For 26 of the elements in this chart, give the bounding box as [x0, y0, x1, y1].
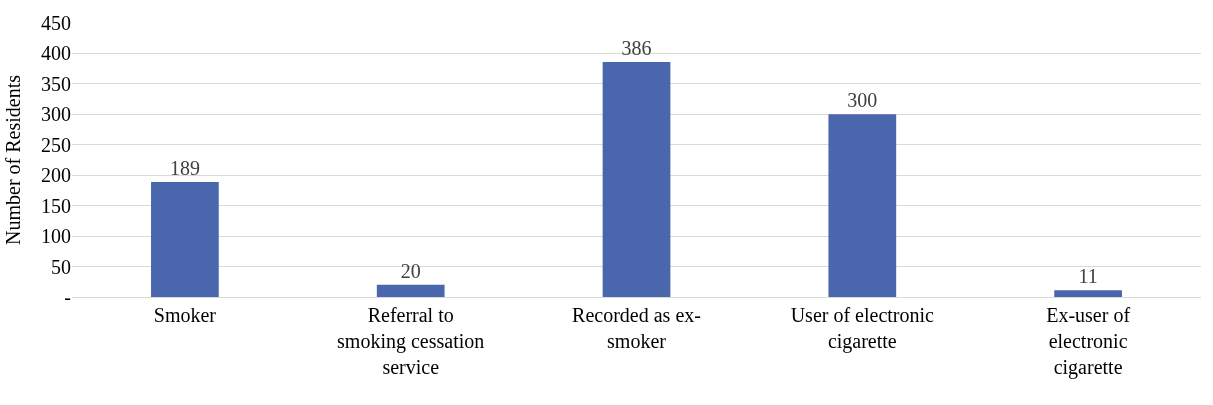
data-label: 189 [169, 156, 200, 179]
x-tick-label: Recorded as ex-smoker [572, 304, 701, 352]
x-tick-label: User of electronic cigarette [790, 304, 935, 353]
y-tick-label: 450 [41, 12, 71, 34]
y-tick-label: 100 [41, 225, 71, 248]
bar [602, 61, 671, 297]
data-label: 20 [400, 259, 421, 282]
y-tick-label: 50 [51, 255, 71, 278]
y-tick-label: 300 [41, 103, 71, 126]
bar [376, 284, 445, 297]
y-tick-label: 350 [41, 72, 71, 95]
data-label: 11 [1078, 265, 1098, 288]
x-tick-label: Referral to smoking cessation service [337, 304, 485, 378]
bar [151, 181, 219, 297]
x-tick-label: Smoker [153, 304, 217, 326]
bar [828, 114, 897, 297]
data-label: 386 [621, 36, 652, 59]
y-tick-label: - [64, 286, 71, 308]
y-tick-label: 200 [41, 164, 71, 187]
y-axis-title: Number of Residents [1, 74, 24, 245]
y-tick-label: 150 [41, 194, 71, 217]
x-tick-label: Ex-user of electronic cigarette [1046, 304, 1131, 379]
data-label: 300 [847, 89, 878, 112]
y-tick-label: 400 [41, 42, 71, 65]
bar [1054, 290, 1122, 297]
y-tick-label: 250 [41, 133, 71, 156]
